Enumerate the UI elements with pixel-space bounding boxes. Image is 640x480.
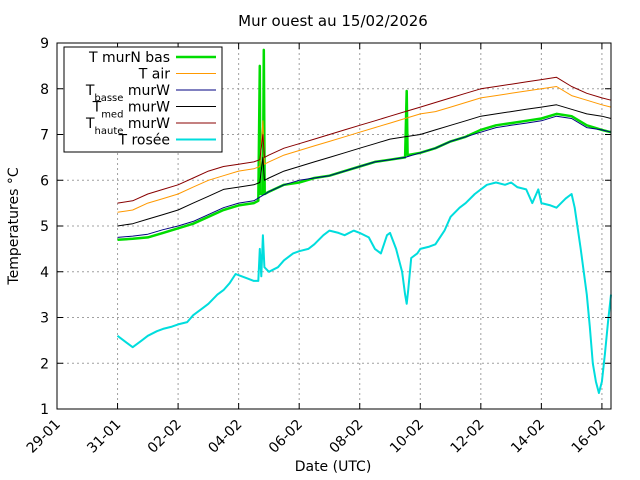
y-tick-label: 5 <box>40 219 49 235</box>
y-tick-label: 1 <box>40 402 49 418</box>
legend-box <box>63 46 223 153</box>
legend-label: Tmed murW <box>92 100 171 121</box>
chart-title: Mur ouest au 15/02/2026 <box>238 12 428 30</box>
legend-label: Thaute murW <box>85 116 170 137</box>
x-tick-label: 02-02 <box>145 417 185 457</box>
x-tick-label: 04-02 <box>205 417 245 457</box>
plot-frame <box>56 42 612 410</box>
x-tick-label: 12-02 <box>448 417 488 457</box>
x-tick-label: 08-02 <box>326 417 366 457</box>
legend-label: T murN bas <box>88 50 170 66</box>
y-tick-label: 8 <box>40 82 49 98</box>
legend-label: Tbasse murW <box>85 83 170 104</box>
x-tick-label: 16-02 <box>569 417 609 457</box>
y-tick-label: 6 <box>40 173 49 189</box>
y-tick-label: 9 <box>40 36 49 52</box>
series-lines <box>116 48 612 394</box>
y-tick-label: 3 <box>40 311 49 327</box>
x-tick-label: 06-02 <box>266 417 306 457</box>
y-tick-label: 2 <box>40 356 49 372</box>
legend-label: T air <box>138 67 170 83</box>
series-line <box>117 115 612 238</box>
x-tick-label: 31-01 <box>84 417 124 457</box>
y-tick-label: 4 <box>40 265 49 281</box>
legend-label: T rosée <box>117 133 170 149</box>
series-line <box>117 76 612 204</box>
y-axis-label: Temperatures °C <box>6 167 22 285</box>
y-tick-label: 7 <box>40 128 49 144</box>
series-line <box>117 86 612 213</box>
x-tick-label: 14-02 <box>508 417 548 457</box>
x-axis-label: Date (UTC) <box>295 459 372 475</box>
x-tick-label: 29-01 <box>24 417 64 457</box>
series-line <box>117 104 612 227</box>
x-tick-label: 10-02 <box>387 417 427 457</box>
series-line <box>116 181 612 394</box>
